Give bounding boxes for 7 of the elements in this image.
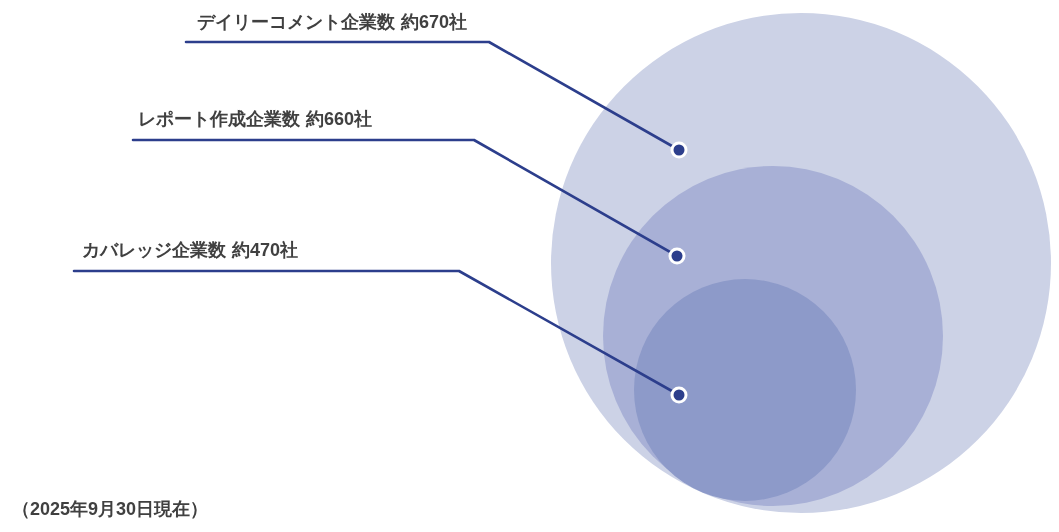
category-label: カバレッジ企業数 <box>82 240 227 260</box>
category-label: レポート作成企業数 <box>138 109 301 129</box>
data-label: 約660社 <box>305 109 373 129</box>
category-label: デイリーコメント企業数 <box>197 12 396 32</box>
data-label: 約470社 <box>231 240 299 260</box>
data-label: 約670社 <box>400 12 468 32</box>
text: （2025年9月30日現在） <box>12 499 209 519</box>
